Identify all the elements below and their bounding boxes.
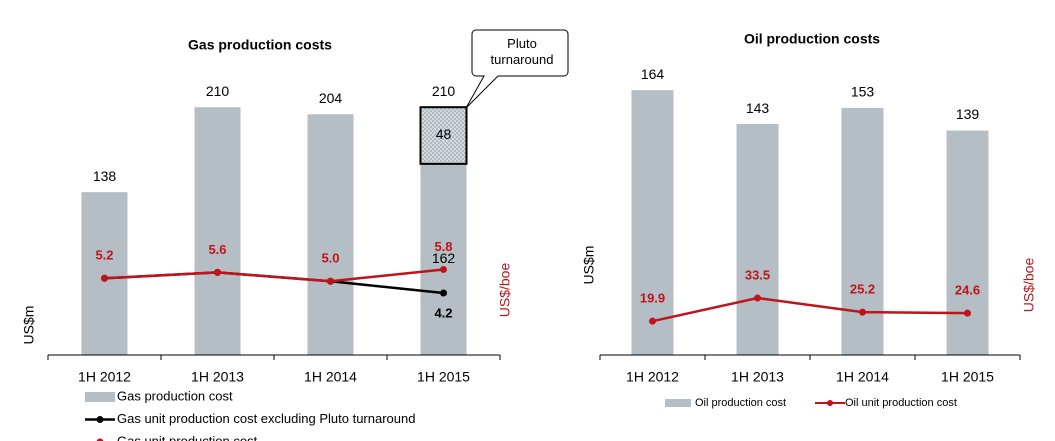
y-axis-label: US$m — [581, 246, 597, 285]
x-tick-label: 1H 2013 — [731, 369, 784, 385]
line-point — [214, 268, 221, 276]
line-label: 5.6 — [208, 242, 226, 257]
legend-label: Gas unit production cost excluding Pluto… — [117, 411, 415, 426]
line-point — [327, 277, 334, 285]
y2-axis-label: US$/boe — [497, 263, 513, 318]
line-label: 19.9 — [640, 291, 665, 306]
bar — [841, 107, 884, 355]
x-tick-label: 1H 2015 — [941, 369, 994, 385]
legend-swatch — [665, 399, 691, 407]
y2-axis-label: US$/boe — [1021, 258, 1037, 313]
bar-label: 164 — [641, 66, 665, 82]
line-label: 33.5 — [745, 267, 770, 282]
callout — [465, 29, 569, 109]
bar — [736, 124, 779, 356]
legend-dot — [827, 400, 833, 406]
x-tick-label: 1H 2012 — [78, 369, 131, 385]
bar-label: 153 — [851, 84, 875, 100]
line-point — [649, 317, 656, 325]
segment-label: 48 — [436, 126, 452, 142]
line-label: 24.6 — [955, 283, 980, 298]
annotation-box: Pluto turnaround — [490, 36, 554, 67]
line-label: 4.2 — [434, 305, 452, 320]
line-series — [652, 296, 968, 323]
legend-dot — [96, 416, 104, 423]
line-label: 5.0 — [321, 251, 339, 266]
bar — [631, 90, 674, 355]
legend-label: Gas unit production cost — [117, 433, 258, 441]
bar — [307, 114, 354, 355]
bar — [419, 106, 468, 165]
x-tick-label: 1H 2012 — [626, 369, 679, 385]
x-tick-label: 1H 2015 — [417, 369, 470, 385]
line-point — [440, 265, 447, 273]
line-series — [104, 268, 444, 283]
line-label: 5.8 — [434, 239, 452, 254]
legend-dot — [96, 438, 104, 441]
bar-label: 143 — [746, 100, 770, 116]
annotation: Pluto turnaround — [490, 36, 554, 67]
x-tick-label: 1H 2014 — [304, 369, 357, 385]
bar-label: 139 — [956, 106, 980, 122]
y-axis-label: US$m — [21, 306, 37, 345]
legend-label: Gas production cost — [117, 388, 233, 403]
legend-swatch — [85, 392, 115, 402]
chart-title: Oil production costs — [744, 31, 880, 47]
line-point — [964, 309, 971, 317]
line-point — [440, 289, 447, 297]
x-tick-label: 1H 2013 — [191, 369, 244, 385]
legend-label: Oil unit production cost — [845, 397, 957, 409]
segment-label: 162 — [432, 250, 456, 266]
line-label: 5.2 — [95, 248, 113, 263]
bar — [420, 163, 467, 355]
bar — [81, 192, 128, 355]
line-point — [859, 308, 866, 316]
line-point — [754, 294, 761, 302]
line-point — [101, 274, 108, 282]
chart-title: Gas production costs — [188, 37, 332, 53]
total-label: 138 — [93, 168, 117, 184]
total-label: 210 — [432, 83, 456, 99]
bar — [946, 130, 989, 355]
line-label: 25.2 — [850, 282, 875, 297]
bar — [194, 107, 241, 355]
total-label: 204 — [319, 90, 343, 106]
total-label: 210 — [206, 83, 230, 99]
x-tick-label: 1H 2014 — [836, 369, 889, 385]
legend-label: Oil production cost — [695, 397, 786, 409]
